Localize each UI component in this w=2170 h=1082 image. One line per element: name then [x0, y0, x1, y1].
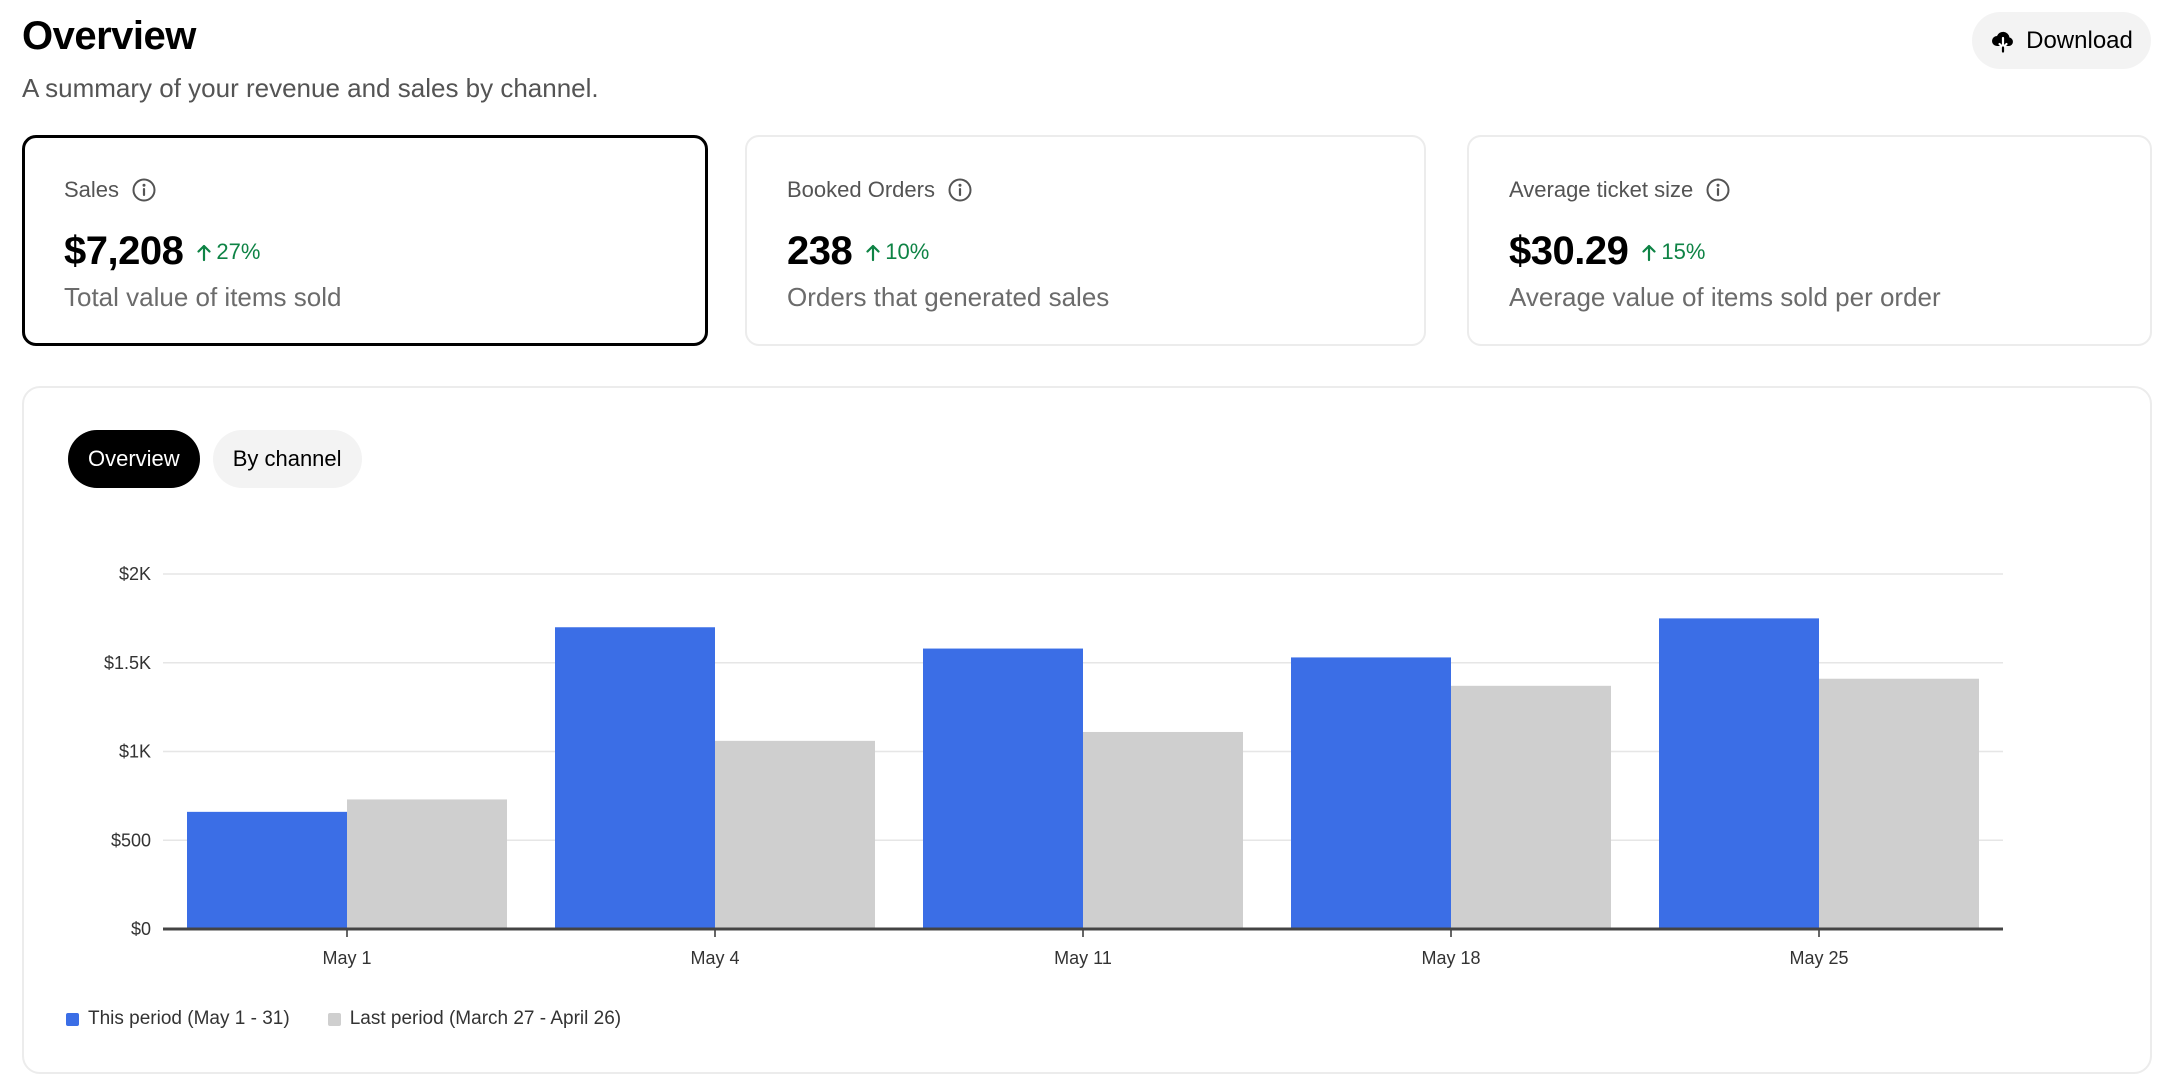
card-delta-value: 15%	[1661, 238, 1706, 264]
legend-item-this-period[interactable]: This period (May 1 - 31)	[66, 1008, 290, 1030]
info-icon[interactable]	[1705, 177, 1731, 203]
download-button[interactable]: Download	[1972, 12, 2151, 69]
card-label: Average ticket size	[1509, 177, 1694, 202]
legend-swatch	[327, 1012, 341, 1026]
x-tick-label: May 25	[1789, 948, 1848, 968]
info-icon[interactable]	[131, 177, 157, 203]
legend-swatch	[66, 1012, 79, 1026]
metric-card-sales[interactable]: Sales $7,208 27% Total value of items so…	[22, 135, 708, 346]
card-delta-value: 27%	[216, 238, 261, 264]
card-description: Average value of items sold per order	[1509, 282, 1941, 312]
card-description: Total value of items sold	[64, 282, 342, 312]
card-label: Sales	[64, 177, 120, 202]
arrow-up-icon	[1640, 242, 1658, 262]
card-delta: 15%	[1640, 239, 1705, 265]
x-tick-label: May 11	[1054, 948, 1112, 968]
bar-this-period	[555, 627, 715, 929]
legend-label: Last period (March 27 - April 26)	[349, 1008, 622, 1029]
card-value: $7,208	[64, 229, 184, 273]
bar-this-period	[923, 648, 1083, 929]
legend-label: This period (May 1 - 31)	[88, 1008, 290, 1029]
arrow-up-icon	[864, 242, 882, 262]
bar-last-period	[1083, 731, 1243, 929]
card-value: $30.29	[1509, 229, 1629, 273]
card-value: 238	[787, 229, 853, 273]
bar-last-period	[1451, 685, 1611, 929]
legend-item-last-period[interactable]: Last period (March 27 - April 26)	[327, 1008, 622, 1030]
metric-card-booked-orders[interactable]: Booked Orders 238 10% Orders that genera…	[745, 135, 1426, 346]
x-tick-label: May 4	[690, 948, 739, 968]
chart-tabs: Overview By channel	[68, 430, 362, 488]
card-description: Orders that generated sales	[787, 282, 1110, 312]
download-label: Download	[2026, 26, 2133, 54]
bar-chart: $0 $500 $1K $1.5K $2K May 1 May 4 May 11 May 18 M…	[104, 564, 2003, 968]
card-label: Booked Orders	[787, 177, 935, 202]
bar-last-period	[1819, 678, 1979, 929]
page-title: Overview	[22, 14, 196, 58]
tab-by-channel[interactable]: By channel	[212, 430, 362, 488]
arrow-up-icon	[195, 242, 213, 262]
metric-card-average-ticket-size[interactable]: Average ticket size $30.29 15% Average v…	[1467, 135, 2152, 346]
x-tick-label: May 1	[322, 948, 371, 968]
y-tick-label: $0	[131, 919, 151, 939]
info-icon[interactable]	[947, 177, 973, 203]
y-tick-label: $2K	[119, 564, 151, 584]
bar-this-period	[1291, 657, 1451, 929]
bar-this-period	[187, 811, 347, 929]
card-delta-value: 10%	[885, 238, 930, 264]
bar-last-period	[347, 799, 507, 929]
y-tick-label: $1K	[119, 742, 151, 762]
bar-this-period	[1659, 618, 1819, 929]
y-tick-label: $1.5K	[104, 653, 151, 673]
page-subtitle: A summary of your revenue and sales by c…	[22, 73, 599, 103]
chart-panel: $0 $500 $1K $1.5K $2K May 1 May 4 May 11 May 18 M…	[22, 386, 2152, 1074]
chart-legend: This period (May 1 - 31) Last period (Ma…	[66, 1008, 621, 1030]
x-tick-label: May 18	[1421, 948, 1480, 968]
card-delta: 27%	[195, 239, 260, 265]
tab-overview[interactable]: Overview	[68, 430, 200, 488]
card-delta: 10%	[864, 239, 929, 265]
y-tick-label: $500	[111, 830, 151, 850]
cloud-download-icon	[1990, 28, 2016, 54]
bar-last-period	[715, 740, 875, 929]
